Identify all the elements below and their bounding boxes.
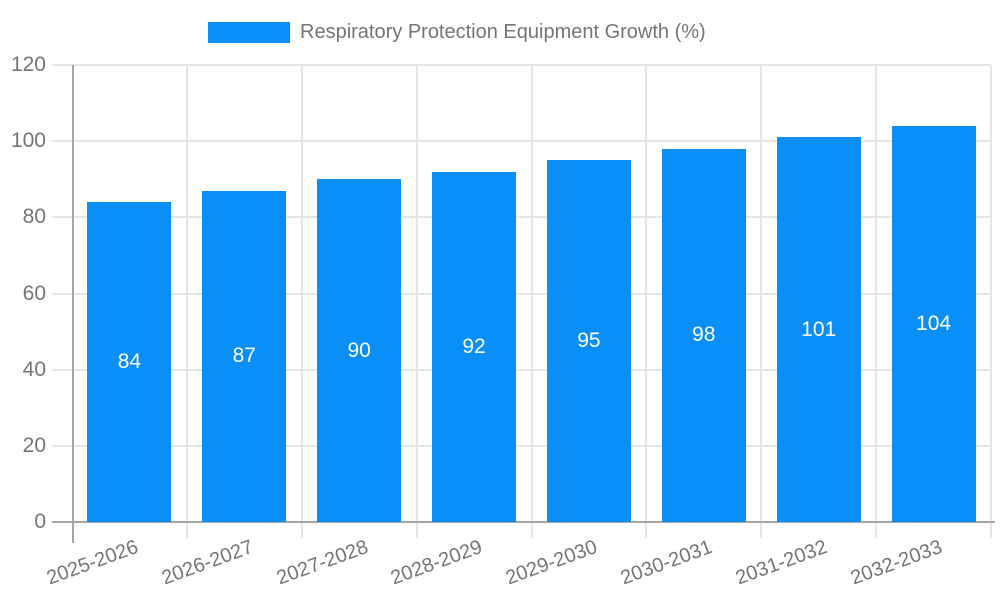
bar: 87	[202, 190, 287, 522]
vertical-gridline	[875, 65, 878, 538]
bar-value-label: 98	[692, 323, 716, 347]
chart-legend: Respiratory Protection Equipment Growth …	[0, 0, 1000, 50]
bar-value-label: 101	[801, 317, 837, 341]
bar-value-label: 90	[347, 338, 371, 362]
vertical-gridline	[645, 65, 648, 538]
bar-value-label: 104	[916, 311, 952, 335]
bar: 104	[891, 125, 976, 522]
vertical-gridline	[990, 65, 992, 538]
bar: 95	[546, 160, 631, 522]
x-axis-label: 2025-2026	[43, 536, 141, 590]
bar: 92	[432, 171, 517, 522]
bar-value-label: 84	[117, 350, 142, 374]
vertical-gridline	[415, 65, 418, 538]
y-axis-tick-label: 60	[22, 281, 46, 305]
x-axis-label: 2029-2030	[503, 536, 601, 590]
horizontal-gridline	[52, 140, 991, 143]
vertical-gridline	[185, 65, 188, 538]
vertical-gridline	[300, 65, 303, 538]
vertical-gridline	[760, 65, 763, 538]
bar: 98	[661, 148, 746, 522]
horizontal-gridline	[52, 216, 991, 219]
x-axis-label: 2026-2027	[158, 536, 256, 590]
x-axis-label: 2031-2032	[732, 536, 831, 590]
bar-value-label: 87	[232, 344, 256, 368]
x-axis-label: 2028-2029	[388, 536, 486, 590]
horizontal-gridline	[52, 292, 991, 295]
y-axis-tick-label: 0	[34, 510, 46, 533]
legend-swatch	[208, 22, 290, 43]
horizontal-gridline	[52, 368, 991, 371]
x-axis-label: 2027-2028	[273, 536, 371, 590]
vertical-gridline	[530, 65, 533, 538]
horizontal-gridline	[52, 64, 991, 66]
y-axis-tick-label: 120	[10, 53, 46, 76]
bar: 101	[776, 137, 861, 522]
bar-value-label: 92	[462, 334, 486, 358]
legend-label: Respiratory Protection Equipment Growth …	[300, 21, 706, 43]
x-axis-label: 2030-2031	[617, 536, 716, 590]
y-axis-line	[72, 65, 74, 543]
bar: 90	[317, 179, 402, 522]
y-axis-tick-label: 40	[22, 357, 46, 381]
x-axis-label: 2032-2033	[847, 536, 946, 590]
y-axis-tick-label: 100	[10, 129, 46, 153]
y-axis-tick-label: 20	[22, 433, 46, 457]
x-axis-line	[52, 521, 995, 523]
bar-value-label: 95	[577, 329, 601, 353]
y-axis-tick-label: 80	[22, 205, 46, 229]
horizontal-gridline	[52, 444, 991, 447]
bar: 84	[87, 202, 172, 522]
